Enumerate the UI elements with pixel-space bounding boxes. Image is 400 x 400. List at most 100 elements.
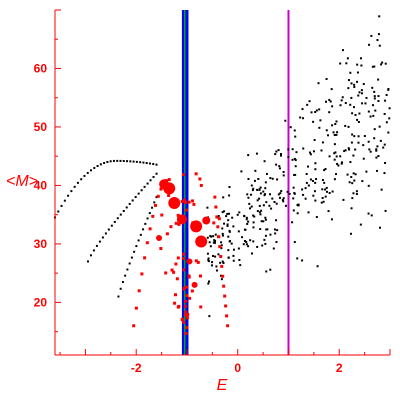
red-point (215, 215, 219, 219)
black-cloud-point (288, 192, 291, 195)
black-curve-point (106, 160, 109, 163)
black-cloud-point (340, 161, 343, 164)
red-point (184, 310, 188, 314)
black-cloud-point (375, 169, 378, 172)
black-cloud-point (340, 162, 343, 165)
black-cloud-point (286, 190, 289, 193)
black-cloud-point (302, 147, 305, 150)
black-cloud-point (352, 154, 355, 157)
black-cloud-point (263, 194, 266, 197)
red-point (183, 198, 187, 202)
black-cloud-point (357, 141, 360, 144)
black-cloud-point (387, 88, 390, 91)
red-marker (163, 182, 176, 195)
red-point (190, 289, 194, 293)
black-cloud-point (278, 167, 281, 170)
black-cloud-point (356, 63, 359, 66)
black-curve-point (67, 194, 70, 197)
black-cloud-point (256, 199, 259, 202)
black-cloud-point (328, 98, 331, 101)
black-cloud-point (247, 177, 250, 180)
black-cloud-point (248, 207, 251, 210)
black-cloud-point (384, 99, 387, 102)
red-point (182, 287, 186, 291)
black-curve-point (92, 249, 95, 252)
black-curve-point (63, 199, 66, 202)
black-cloud-point (276, 229, 279, 232)
black-cloud-point (367, 140, 370, 143)
black-cloud-point (219, 274, 222, 277)
red-points-layer (132, 172, 230, 336)
black-cloud-point (378, 125, 381, 128)
black-cloud-point (256, 210, 259, 213)
tick-labels: -2 0 2 20 30 40 50 60 (34, 61, 343, 375)
black-cloud-point (351, 112, 354, 115)
black-cloud-point (306, 103, 309, 106)
black-curve-point (112, 159, 115, 162)
red-marker (190, 220, 203, 233)
black-cloud-point (301, 188, 304, 191)
black-cloud-point (369, 115, 372, 118)
black-cloud-point (368, 148, 371, 151)
red-point (213, 195, 217, 199)
black-cloud-point (225, 215, 228, 218)
black-cloud-point (343, 150, 346, 153)
black-curve-point (151, 206, 154, 209)
black-cloud-point (282, 200, 285, 203)
black-cloud-point (313, 139, 316, 142)
black-cloud-point (369, 150, 372, 153)
black-cloud-point (212, 235, 215, 238)
black-cloud-point (367, 212, 370, 215)
black-curve-point (107, 228, 110, 231)
x-tick-label: -2 (131, 361, 142, 375)
black-cloud-point (256, 245, 259, 248)
red-point (218, 245, 222, 249)
black-cloud-point (243, 239, 246, 242)
black-cloud-point (354, 148, 357, 151)
black-cloud-point (264, 242, 267, 245)
red-point (172, 270, 176, 274)
black-cloud-point (209, 245, 212, 248)
black-cloud-point (272, 247, 275, 250)
black-cloud-point (245, 216, 248, 219)
red-marker (186, 258, 193, 265)
black-cloud-point (282, 197, 285, 200)
black-cloud-point (250, 205, 253, 208)
black-cloud-point (319, 119, 322, 122)
black-cloud-point (333, 152, 336, 155)
black-cloud-point (293, 157, 296, 160)
red-point (154, 203, 158, 207)
red-point (177, 222, 181, 226)
red-point (185, 316, 189, 320)
black-cloud-point (206, 252, 209, 255)
black-cloud-point (327, 210, 330, 213)
black-cloud-point (314, 168, 317, 171)
black-cloud-point (258, 197, 261, 200)
red-point (198, 274, 202, 278)
black-cloud-point (227, 256, 230, 259)
black-cloud-point (357, 135, 360, 138)
black-cloud-point (251, 189, 254, 192)
black-cloud-point (212, 241, 215, 244)
black-cloud-point (378, 226, 381, 229)
black-cloud-point (373, 97, 376, 100)
black-cloud-point (276, 178, 279, 181)
red-point (159, 247, 163, 251)
black-cloud-point (324, 195, 327, 198)
red-point (174, 262, 178, 266)
red-point (174, 293, 178, 297)
black-curve-point (109, 160, 112, 163)
black-cloud-point (371, 65, 374, 68)
black-curve-point (99, 163, 102, 166)
black-cloud-point (264, 216, 267, 219)
red-point (132, 324, 136, 328)
black-cloud-point (339, 155, 342, 158)
black-cloud-point (292, 197, 295, 200)
black-cloud-point (223, 222, 226, 225)
red-point (185, 285, 189, 289)
black-cloud-point (265, 201, 268, 204)
black-cloud-point (221, 260, 224, 263)
red-point (220, 264, 224, 268)
y-tick-label: 20 (34, 295, 48, 309)
black-cloud-point (274, 153, 277, 156)
